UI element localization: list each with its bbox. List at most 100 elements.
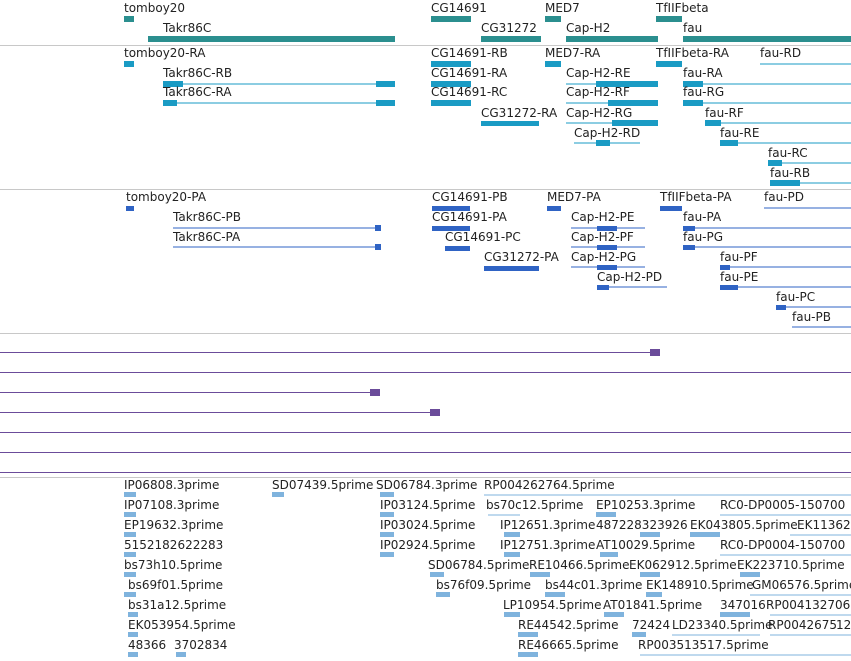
gene-feature[interactable] <box>566 36 658 42</box>
est-label[interactable]: RP0042675 <box>768 618 838 632</box>
est-label[interactable]: RE10466.5prime <box>529 558 630 572</box>
est-label[interactable]: EK11362 <box>797 518 851 532</box>
est-label[interactable]: IP02924.5prime <box>380 538 476 552</box>
protein-label[interactable]: Cap-H2-PF <box>571 230 634 244</box>
est-label[interactable]: 72424 <box>632 618 671 632</box>
transcript-label[interactable]: Cap-H2-RG <box>566 106 633 120</box>
est-label[interactable]: 347016 <box>720 598 766 612</box>
protein-label[interactable]: CG14691-PB <box>432 190 508 204</box>
est-label[interactable]: bs44c01.3prime <box>545 578 643 592</box>
est-label[interactable]: EP19632.3prime <box>124 518 224 532</box>
read-line[interactable] <box>0 472 851 473</box>
est-label[interactable]: EK043805.5prime <box>690 518 798 532</box>
protein-label[interactable]: fau-PE <box>720 270 759 284</box>
read-line[interactable] <box>0 392 380 393</box>
est-label[interactable]: RE46665.5prime <box>518 638 619 652</box>
est-label[interactable]: IP06808.3prime <box>124 478 220 492</box>
protein-label[interactable]: Takr86C-PA <box>173 230 241 244</box>
est-label[interactable]: RE44542.5prime <box>518 618 619 632</box>
transcript-label[interactable]: tomboy20-RA <box>124 46 206 60</box>
protein-label[interactable]: fau-PB <box>792 310 831 324</box>
transcript-label[interactable]: fau-RC <box>768 146 808 160</box>
est-label[interactable]: SD06784.3prime <box>376 478 478 492</box>
protein-label[interactable]: Cap-H2-PG <box>571 250 637 264</box>
gene-feature[interactable] <box>656 16 682 22</box>
est-label[interactable]: bs31a12.5prime <box>128 598 227 612</box>
est-label[interactable]: bs76f09.5prime <box>436 578 532 592</box>
est-label[interactable]: RP003513517.5prime <box>638 638 769 652</box>
est-label[interactable]: IP03024.5prime <box>380 518 476 532</box>
protein-label[interactable]: fau-PC <box>776 290 816 304</box>
est-label[interactable]: GM06576.5prime <box>752 578 851 592</box>
est-label[interactable]: IP03124.5prime <box>380 498 476 512</box>
protein-label[interactable]: TfIIFbeta-PA <box>660 190 732 204</box>
transcript-label[interactable]: Cap-H2-RE <box>566 66 631 80</box>
est-label[interactable]: RC0-DP0005-150700 <box>720 498 846 512</box>
transcript-label[interactable]: fau-RG <box>683 85 725 99</box>
est-label[interactable]: RP004262764.5prime <box>484 478 615 492</box>
transcript-label[interactable]: CG14691-RA <box>431 66 508 80</box>
protein-label[interactable]: MED7-PA <box>547 190 601 204</box>
est-label[interactable]: SD07439.5prime <box>272 478 374 492</box>
transcript-label[interactable]: MED7-RA <box>545 46 601 60</box>
est-label[interactable]: bs69f01.5prime <box>128 578 224 592</box>
est-label[interactable]: bs73h10.5prime <box>124 558 223 572</box>
protein-label[interactable]: fau-PA <box>683 210 722 224</box>
protein-label[interactable]: fau-PG <box>683 230 724 244</box>
protein-label[interactable]: CG14691-PA <box>432 210 507 224</box>
transcript-label[interactable]: CG14691-RB <box>431 46 508 60</box>
est-label[interactable]: IP12651.3prime <box>500 518 596 532</box>
est-label[interactable]: AT10029.5prime <box>596 538 696 552</box>
gene-feature[interactable] <box>683 36 851 42</box>
transcript-label[interactable]: fau-RA <box>683 66 723 80</box>
est-label[interactable]: EK062912.5prime <box>629 558 737 572</box>
gene-feature[interactable] <box>431 16 471 22</box>
read-line[interactable] <box>0 432 851 433</box>
protein-label[interactable]: Cap-H2-PD <box>597 270 663 284</box>
transcript-label[interactable]: Cap-H2-RD <box>574 126 641 140</box>
gene-feature[interactable] <box>545 16 561 22</box>
gene-feature[interactable] <box>124 16 134 22</box>
transcript-label[interactable]: CG31272-RA <box>481 106 558 120</box>
protein-label[interactable]: fau-PF <box>720 250 758 264</box>
est-label[interactable]: EK053954.5prime <box>128 618 236 632</box>
est-label[interactable]: 487228323926 <box>596 518 688 532</box>
est-label[interactable]: LD23340.5prime <box>672 618 773 632</box>
protein-label[interactable]: fau-PD <box>764 190 804 204</box>
protein-label[interactable]: Cap-H2-PE <box>571 210 635 224</box>
est-label[interactable]: bs70c12.5prime <box>486 498 584 512</box>
est-label[interactable]: 12 <box>836 618 851 632</box>
read-line[interactable] <box>0 412 440 413</box>
read-line[interactable] <box>0 372 851 373</box>
transcript-label[interactable]: fau-RE <box>720 126 760 140</box>
est-label[interactable]: EP10253.3prime <box>596 498 696 512</box>
est-label[interactable]: LP10954.5prime <box>503 598 602 612</box>
est-label[interactable]: IP07108.3prime <box>124 498 220 512</box>
protein-label[interactable]: CG31272-PA <box>484 250 559 264</box>
transcript-label[interactable]: fau-RD <box>760 46 802 60</box>
read-line[interactable] <box>0 352 660 353</box>
transcript-label[interactable]: Takr86C-RA <box>163 85 232 99</box>
est-label[interactable]: 3702834 <box>174 638 228 652</box>
transcript-label[interactable]: Cap-H2-RF <box>566 85 630 99</box>
transcript-label[interactable]: Takr86C-RB <box>163 66 233 80</box>
est-label[interactable]: RC0-DP0004-150700 <box>720 538 846 552</box>
transcript-label[interactable]: fau-RF <box>705 106 744 120</box>
est-label[interactable]: EK223710.5prime <box>737 558 845 572</box>
gene-feature[interactable] <box>481 36 541 42</box>
est-label[interactable]: 48366 <box>128 638 167 652</box>
est-label[interactable]: 5152182622283 <box>124 538 224 552</box>
transcript-label[interactable]: CG14691-RC <box>431 85 508 99</box>
protein-label[interactable]: tomboy20-PA <box>126 190 207 204</box>
transcript-label[interactable]: TfIIFbeta-RA <box>656 46 729 60</box>
est-label[interactable]: EK148910.5prime <box>646 578 754 592</box>
est-label[interactable]: IP12751.3prime <box>500 538 596 552</box>
est-label[interactable]: AT01841.5prime <box>603 598 703 612</box>
read-line[interactable] <box>0 452 851 453</box>
est-label[interactable]: RP004132706 <box>766 598 851 612</box>
protein-label[interactable]: CG14691-PC <box>445 230 521 244</box>
gene-feature[interactable] <box>148 36 395 42</box>
est-label[interactable]: SD06784.5prime <box>428 558 530 572</box>
transcript-label[interactable]: fau-RB <box>770 166 811 180</box>
protein-label[interactable]: Takr86C-PB <box>173 210 242 224</box>
